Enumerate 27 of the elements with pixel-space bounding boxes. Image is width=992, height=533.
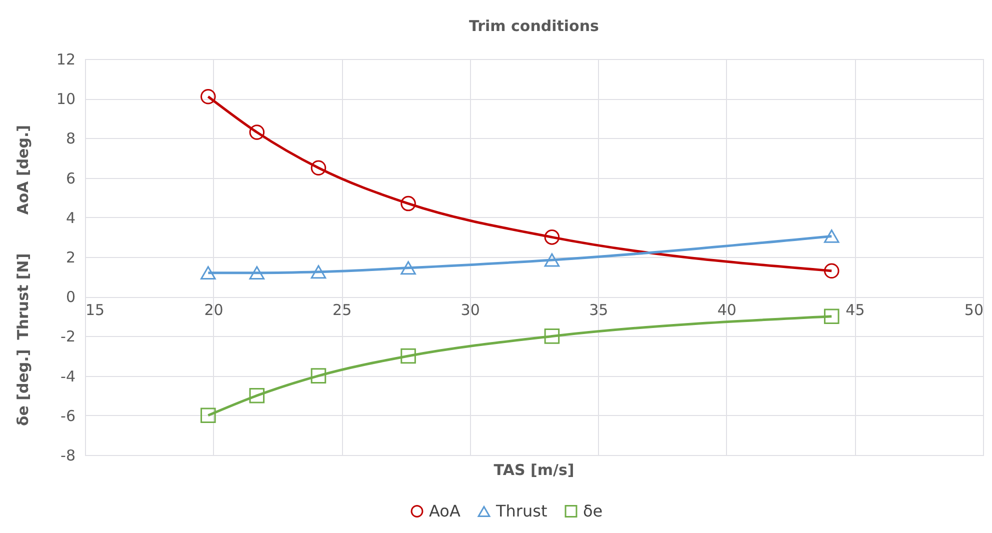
x-tick-label: 25 [332, 301, 352, 320]
y-tick-label: 6 [66, 169, 76, 188]
y-tick-label: 0 [66, 288, 76, 306]
x-tick-label: 40 [717, 301, 736, 320]
y-tick-label: -8 [60, 446, 76, 464]
y-tick-label: 10 [56, 90, 76, 108]
y-axis-title: AoA [deg.] [14, 124, 32, 215]
chart-title: Trim conditions [469, 17, 600, 35]
x-tick-label: 45 [846, 301, 865, 320]
y-tick-label: -6 [60, 406, 76, 425]
x-axis-title: TAS [m/s] [494, 461, 574, 479]
x-tick-label: 50 [964, 301, 984, 320]
y-tick-label: -4 [60, 367, 76, 386]
x-tick-label: 35 [589, 301, 608, 320]
legend-label: Thrust [495, 502, 548, 520]
x-tick-label: 20 [204, 301, 224, 320]
text: Thrust [N] [14, 253, 32, 340]
x-tick-label: 30 [460, 301, 480, 320]
legend-label: δe [583, 501, 603, 520]
y-tick-label: 4 [66, 208, 76, 227]
text: δe [deg.] [14, 349, 32, 426]
legend-label: AoA [429, 501, 460, 520]
y-tick-label: 12 [56, 50, 76, 68]
y-tick-label: 8 [66, 130, 76, 148]
y-tick-label: 2 [66, 248, 76, 266]
x-tick-label: 15 [86, 301, 105, 320]
y-tick-label: -2 [60, 328, 76, 346]
